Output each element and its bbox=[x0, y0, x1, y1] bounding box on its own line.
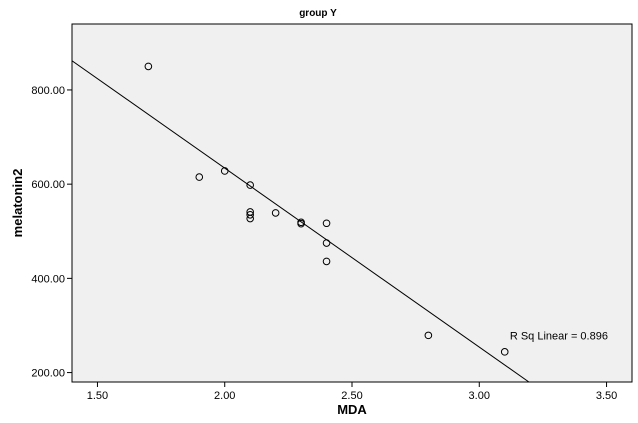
y-axis: 200.00 400.00 600.00 800.00 bbox=[31, 85, 72, 380]
y-tick-label: 200.00 bbox=[31, 368, 65, 380]
y-tick-label: 600.00 bbox=[31, 179, 65, 191]
data-point bbox=[220, 167, 229, 175]
data-point bbox=[297, 219, 305, 228]
x-tick-label: 1.50 bbox=[87, 390, 108, 402]
fit-line bbox=[72, 60, 530, 382]
x-axis-title: MDA bbox=[337, 402, 367, 417]
data-point bbox=[246, 181, 254, 189]
x-tick-label: 2.00 bbox=[214, 390, 235, 402]
data-point bbox=[144, 62, 153, 71]
data-point bbox=[246, 210, 254, 219]
regression-line bbox=[72, 60, 530, 382]
y-axis-title: melatonin2 bbox=[10, 169, 25, 238]
y-tick-label: 800.00 bbox=[31, 85, 65, 97]
r-squared-annotation: R Sq Linear = 0.896 bbox=[510, 331, 608, 343]
data-point bbox=[246, 214, 254, 223]
data-point bbox=[271, 209, 280, 217]
data-point bbox=[322, 239, 331, 247]
data-points bbox=[144, 62, 509, 356]
chart-title: group Y bbox=[299, 8, 337, 19]
data-point bbox=[195, 173, 204, 181]
x-axis: 1.50 2.00 2.50 3.00 3.50 bbox=[87, 382, 617, 402]
x-tick-label: 2.50 bbox=[341, 390, 362, 402]
data-point bbox=[322, 219, 331, 228]
plot-area bbox=[71, 23, 633, 383]
data-point bbox=[424, 331, 433, 340]
y-tick-label: 400.00 bbox=[31, 273, 65, 285]
x-tick-label: 3.00 bbox=[469, 390, 490, 402]
data-point bbox=[500, 348, 509, 356]
data-point bbox=[322, 257, 331, 266]
x-tick-label: 3.50 bbox=[596, 390, 617, 402]
